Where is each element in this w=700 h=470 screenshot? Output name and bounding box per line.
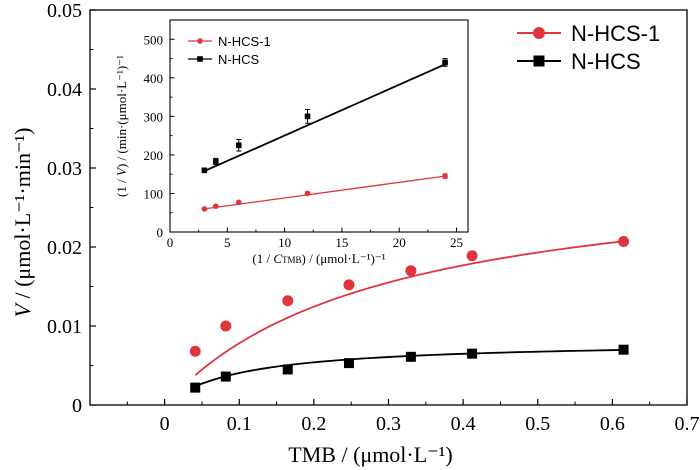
data-point: [467, 348, 478, 359]
data-point: [618, 344, 629, 355]
data-point: [282, 364, 293, 375]
inset-data-point: [235, 142, 242, 149]
inset-x-tick-label: 5: [224, 235, 231, 250]
inset-data-point: [442, 59, 448, 66]
data-point: [343, 279, 355, 291]
inset-y-label-post: ) / (min·(μmol·L⁻¹)⁻¹: [114, 55, 129, 168]
inset-plot-border: [169, 19, 469, 233]
inset-y-tick-label: 400: [144, 71, 164, 86]
data-point: [189, 345, 201, 357]
inset-data-point: [201, 167, 208, 174]
inset-data-point: [304, 190, 311, 197]
x-tick-label: 0.1: [227, 413, 252, 435]
main-legend: N-HCS-1 N-HCS: [517, 21, 660, 74]
inset-legend-marker: [197, 38, 203, 44]
inset-x-tick-label: 20: [393, 235, 406, 250]
inset-legend-label: N-HCS: [218, 52, 259, 67]
legend-marker: [533, 55, 545, 67]
y-tick-label: 0.05: [47, 0, 82, 22]
inset-legend: N-HCS-1 N-HCS: [188, 34, 271, 67]
inset-legend-item-n-hcs-1: N-HCS-1: [188, 34, 271, 49]
x-tick-label: 0.3: [376, 413, 401, 435]
inset-y-tick-label: 100: [144, 186, 164, 201]
data-point: [343, 358, 354, 369]
data-point: [220, 320, 232, 332]
inset-series-n-hcs-1: [201, 173, 448, 212]
fit-curve: [194, 240, 624, 376]
inset-x-label-pre: (1 /: [252, 251, 273, 266]
legend-label: N-HCS: [571, 49, 641, 74]
inset-y-label-var: V: [114, 166, 129, 176]
inset-x-label-post: ) / (μmol·L⁻¹)⁻¹: [302, 251, 386, 266]
inset-data-point: [304, 113, 311, 120]
inset-y-tick-label: 0: [157, 225, 164, 240]
inset-axis-ticks: 0 5 10 15 20 25 0 100 200 300 400 500: [144, 32, 464, 250]
data-point: [220, 371, 231, 382]
inset-series-n-hcs: [201, 58, 448, 174]
data-point: [466, 250, 478, 262]
y-axis-label-var: V: [10, 301, 35, 317]
inset-y-tick-label: 200: [144, 148, 164, 163]
data-point: [282, 295, 294, 307]
x-tick-label: 0.2: [301, 413, 326, 435]
series-n-hcs: [190, 344, 629, 393]
inset-y-axis-label: (1 / V) / (min·(μmol·L⁻¹)⁻¹: [114, 55, 129, 197]
inset-plot-frame: [169, 19, 469, 233]
y-tick-label: 0.03: [47, 158, 82, 180]
data-point: [190, 382, 201, 393]
inset-legend-label: N-HCS-1: [218, 34, 271, 49]
inset-x-tick-label: 15: [335, 235, 348, 250]
inset-x-label-var: C: [273, 251, 282, 266]
inset-series-layer: [201, 58, 448, 212]
inset-data-point: [213, 158, 219, 165]
legend-item-n-hcs-1: N-HCS-1: [517, 21, 660, 46]
inset-x-tick-label: 0: [167, 235, 174, 250]
inset-data-point: [213, 203, 219, 209]
x-axis-label: TMB / (μmol·L⁻¹): [288, 442, 452, 467]
inset-legend-marker: [197, 56, 203, 62]
axis-labels: TMB / (μmol·L⁻¹) V / (μmol·L⁻¹·min⁻¹) (1 /…: [10, 55, 453, 467]
inset-data-point: [235, 199, 242, 206]
inset-y-label-pre: (1 /: [114, 176, 129, 197]
inset-y-tick-label: 300: [144, 109, 164, 124]
y-axis-label: V / (μmol·L⁻¹·min⁻¹): [10, 128, 35, 318]
inset-y-tick-label: 500: [144, 32, 164, 47]
main-series-layer: [189, 235, 630, 393]
x-tick-label: 0.5: [525, 413, 550, 435]
data-point: [405, 351, 416, 362]
inset-x-label-sub: TMB: [282, 255, 302, 265]
y-axis-label-unit: / (μmol·L⁻¹·min⁻¹): [10, 128, 35, 305]
x-tick-label: 0.6: [600, 413, 625, 435]
inset-x-axis-label: (1 / CTMB) / (μmol·L⁻¹)⁻¹: [252, 251, 385, 266]
data-point: [405, 265, 417, 277]
y-tick-label: 0.01: [47, 316, 82, 338]
legend-marker: [533, 27, 545, 39]
x-tick-label: 0.7: [675, 413, 700, 435]
x-tick-label: 0.4: [451, 413, 476, 435]
x-tick-label: 0: [160, 413, 170, 435]
inset-fit-line: [204, 175, 446, 210]
series-n-hcs-1: [189, 235, 630, 376]
inset-data-point: [442, 173, 448, 179]
main-axis-ticks: 0 0.1 0.2 0.3 0.4 0.5 0.6 0.7 0 0.01 0.02 0.03 0.04 0…: [47, 0, 700, 435]
y-tick-label: 0.02: [47, 237, 82, 259]
inset-data-point: [201, 206, 208, 212]
inset-x-tick-label: 25: [450, 235, 463, 250]
inset-x-tick-label: 10: [278, 235, 291, 250]
y-tick-label: 0: [72, 395, 82, 417]
inset-fit-line: [204, 63, 446, 172]
legend-label: N-HCS-1: [571, 21, 660, 46]
data-point: [618, 235, 630, 247]
y-tick-label: 0.04: [47, 79, 82, 101]
inset-legend-item-n-hcs: N-HCS: [188, 52, 259, 67]
legend-item-n-hcs: N-HCS: [517, 49, 641, 74]
